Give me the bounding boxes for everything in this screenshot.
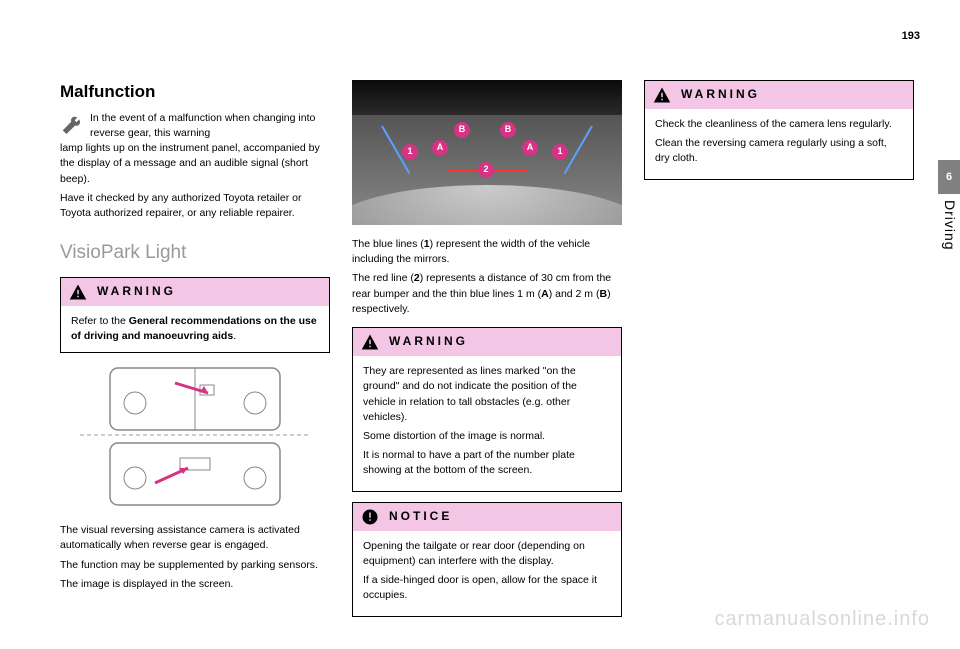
warning-box-3: WARNING Check the cleanliness of the cam… xyxy=(644,80,914,180)
w3-p1: Check the cleanliness of the camera lens… xyxy=(655,117,903,132)
malfunction-heading: Malfunction xyxy=(60,80,330,105)
warning-box-1: WARNING Refer to the General recommendat… xyxy=(60,277,330,353)
warning-box-2-header: WARNING xyxy=(353,328,621,356)
malfunction-text-2: Have it checked by any authorized Toyota… xyxy=(60,191,330,221)
marker-b-left: B xyxy=(454,122,470,138)
notice-circle-icon xyxy=(361,508,379,526)
wrench-icon xyxy=(60,112,82,141)
marker-2: 2 xyxy=(478,162,494,178)
warning-box-3-body: Check the cleanliness of the camera lens… xyxy=(645,109,913,179)
marker-a-left: A xyxy=(432,140,448,156)
notice-p1: Opening the tailgate or rear door (depen… xyxy=(363,539,611,569)
d2d: A xyxy=(541,288,549,300)
marker-1-left: 1 xyxy=(402,144,418,160)
chapter-label: Driving xyxy=(942,200,958,251)
w2-p3: It is normal to have a part of the numbe… xyxy=(363,448,611,478)
warning-triangle-icon xyxy=(69,283,87,301)
column-3: WARNING Check the cleanliness of the cam… xyxy=(644,80,914,627)
after-diagram-p3: The image is displayed in the screen. xyxy=(60,577,330,592)
marker-1-right: 1 xyxy=(552,144,568,160)
camera-wall xyxy=(352,80,622,115)
after-diagram-p2: The function may be supplemented by park… xyxy=(60,558,330,573)
red-line-desc: The red line (2) represents a distance o… xyxy=(352,271,622,317)
van-rear-diagram xyxy=(80,363,310,513)
camera-view-image: B B A A 1 1 2 xyxy=(352,80,622,225)
warning-box-1-header: WARNING xyxy=(61,278,329,306)
warning-box-3-label: WARNING xyxy=(681,86,760,103)
warning-triangle-icon xyxy=(653,86,671,104)
notice-box-body: Opening the tailgate or rear door (depen… xyxy=(353,531,621,616)
warning-box-2-body: They are represented as lines marked "on… xyxy=(353,356,621,491)
page-number: 193 xyxy=(902,30,920,42)
warning1-pre: Refer to the xyxy=(71,315,129,327)
warning-box-3-header: WARNING xyxy=(645,81,913,109)
d1a: The blue lines ( xyxy=(352,238,424,250)
chapter-tab: 6 xyxy=(938,160,960,194)
w2-p1: They are represented as lines marked "on… xyxy=(363,364,611,425)
warning-box-1-body: Refer to the General recommendations on … xyxy=(61,306,329,352)
marker-a-right: A xyxy=(522,140,538,156)
notice-box-header: NOTICE xyxy=(353,503,621,531)
visiopark-heading: VisioPark Light xyxy=(60,239,330,267)
warning1-post: . xyxy=(233,330,236,342)
column-2: B B A A 1 1 2 The blue lines (1) represe… xyxy=(352,80,622,627)
w3-p2: Clean the reversing camera regularly usi… xyxy=(655,136,903,166)
d2f: B xyxy=(599,288,607,300)
d2e: ) and 2 m ( xyxy=(549,288,600,300)
notice-box-label: NOTICE xyxy=(389,508,452,525)
warning-box-1-label: WARNING xyxy=(97,283,176,300)
after-diagram-p1: The visual reversing assistance camera i… xyxy=(60,523,330,553)
warning-box-2-label: WARNING xyxy=(389,333,468,350)
malfunction-text-indent: In the event of a malfunction when chang… xyxy=(90,111,330,141)
watermark: carmanualsonline.info xyxy=(714,608,930,631)
blue-lines-desc: The blue lines (1) represent the width o… xyxy=(352,237,622,267)
d2a: The red line ( xyxy=(352,272,414,284)
malfunction-text-rest: lamp lights up on the instrument panel, … xyxy=(60,141,330,187)
notice-p2: If a side-hinged door is open, allow for… xyxy=(363,573,611,603)
content-columns: Malfunction In the event of a malfunctio… xyxy=(60,80,915,627)
notice-box: NOTICE Opening the tailgate or rear door… xyxy=(352,502,622,617)
marker-b-right: B xyxy=(500,122,516,138)
warning-box-2: WARNING They are represented as lines ma… xyxy=(352,327,622,492)
w2-p2: Some distortion of the image is normal. xyxy=(363,429,611,444)
malfunction-intro: In the event of a malfunction when chang… xyxy=(60,111,330,141)
column-1: Malfunction In the event of a malfunctio… xyxy=(60,80,330,627)
warning-triangle-icon xyxy=(361,333,379,351)
